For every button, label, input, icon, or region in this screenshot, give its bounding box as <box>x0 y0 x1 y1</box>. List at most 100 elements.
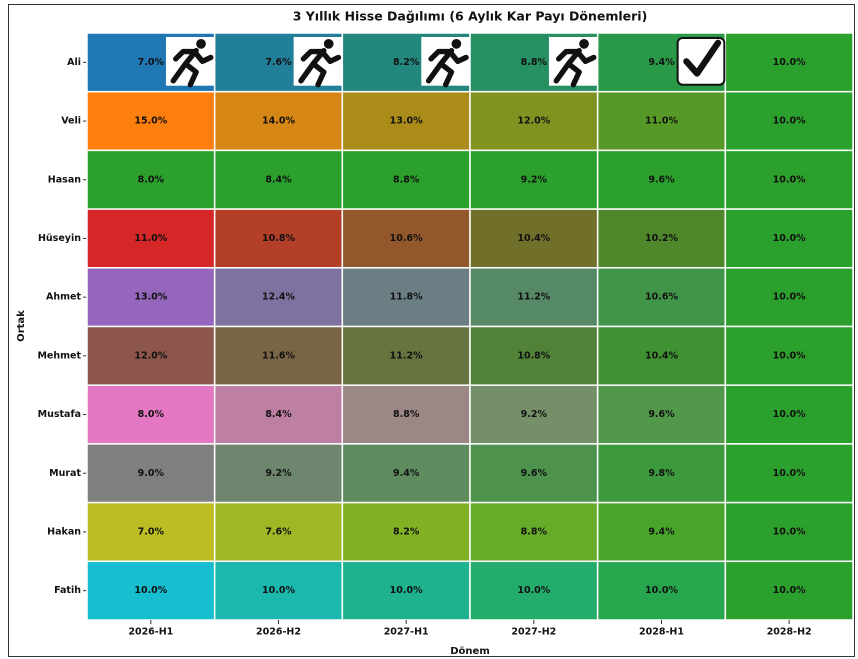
cell-label: 7.0% <box>138 526 165 537</box>
cell-label: 10.0% <box>645 585 678 596</box>
heatmap-cell <box>86 149 216 210</box>
icon-head <box>451 38 462 49</box>
x-tick-label: 2028-H1 <box>639 627 684 638</box>
heatmap-cell <box>596 149 727 210</box>
cell-label: 11.2% <box>517 292 550 303</box>
heatmap-cell <box>341 560 471 621</box>
icon-body <box>425 47 469 88</box>
runner-icon <box>421 37 470 88</box>
heatmap-cell <box>596 560 727 621</box>
heatmap-cell <box>469 149 599 210</box>
icon-head <box>196 38 206 49</box>
heatmap-cell <box>341 384 471 445</box>
heatmap-cell <box>596 443 727 504</box>
heatmap-cell <box>469 560 599 621</box>
cell-label: 12.4% <box>262 292 295 303</box>
heatmap-cell <box>86 267 216 328</box>
cell-label: 9.2% <box>521 174 548 185</box>
heatmap-cell <box>469 384 599 445</box>
cell-label: 7.6% <box>265 57 292 68</box>
cell-label: 9.6% <box>521 468 548 479</box>
cell-label: 12.0% <box>517 116 550 127</box>
cell-label: 12.0% <box>134 350 167 361</box>
heatmap-cell <box>86 501 216 563</box>
cell-label: 10.0% <box>773 585 806 596</box>
cell-label: 10.0% <box>773 468 806 479</box>
runner-icon <box>548 37 598 88</box>
heatmap-cell <box>341 90 471 152</box>
x-axis-label: Dönem <box>450 646 490 657</box>
cell-label: 13.0% <box>390 116 423 127</box>
cell-label: 10.0% <box>773 57 806 68</box>
cell-label: 9.4% <box>648 526 675 537</box>
cell-label: 9.2% <box>265 468 292 479</box>
runner-icon <box>165 37 215 88</box>
y-tick-label: Hasan <box>48 174 81 185</box>
y-tick-label: Murat <box>49 468 81 479</box>
cell-label: 10.8% <box>262 233 295 244</box>
x-tick-label: 2027-H2 <box>511 627 556 638</box>
heatmap-cell <box>469 443 599 504</box>
cell-label: 8.8% <box>393 409 420 420</box>
cell-label: 13.0% <box>134 292 167 303</box>
cell-label: 10.0% <box>134 585 167 596</box>
cell-label: 9.4% <box>393 468 420 479</box>
frame <box>8 4 855 657</box>
cell-label: 8.0% <box>138 174 165 185</box>
cell-label: 8.0% <box>138 409 165 420</box>
y-tick-label: Ahmet <box>46 292 81 303</box>
cell-label: 10.0% <box>773 292 806 303</box>
heatmap-cell <box>724 560 854 621</box>
y-tick-label: Hüseyin <box>38 233 81 244</box>
heatmap-cell <box>724 149 854 210</box>
heatmap-cell <box>724 90 854 152</box>
cell-label: 8.8% <box>521 526 548 537</box>
icon-head <box>323 38 334 49</box>
cell-label: 10.4% <box>517 233 550 244</box>
cell-label: 7.6% <box>265 526 292 537</box>
y-axis-label: Ortak <box>16 310 27 342</box>
cell-label: 10.6% <box>390 233 423 244</box>
cell-label: 10.0% <box>773 233 806 244</box>
cell-label: 9.8% <box>648 468 675 479</box>
cell-label: 10.0% <box>773 174 806 185</box>
x-tick-label: 2026-H1 <box>128 627 173 638</box>
cell-label: 8.8% <box>393 174 420 185</box>
cell-label: 9.6% <box>648 174 675 185</box>
cell-label: 7.0% <box>138 57 165 68</box>
cell-label: 10.0% <box>390 585 423 596</box>
cell-label: 8.8% <box>521 57 548 68</box>
cell-label: 11.0% <box>645 116 678 127</box>
cell-label: 9.0% <box>138 468 165 479</box>
heatmap-cell <box>724 32 854 93</box>
cell-label: 10.0% <box>517 585 550 596</box>
heatmap-cell <box>724 443 854 504</box>
cell-label: 10.2% <box>645 233 678 244</box>
x-tick-label: 2028-H2 <box>767 627 812 638</box>
heatmap-cell <box>213 267 344 328</box>
heatmap-cell <box>724 501 854 563</box>
heatmap-cell <box>341 149 471 210</box>
heatmap-cell <box>596 90 727 152</box>
cell-label: 15.0% <box>134 116 167 127</box>
cell-label: 10.0% <box>773 350 806 361</box>
cell-label: 10.8% <box>517 350 550 361</box>
heatmap-cell <box>469 325 599 386</box>
heatmap-cell <box>596 267 727 328</box>
cell-label: 11.8% <box>390 292 423 303</box>
cell-label: 9.4% <box>648 57 675 68</box>
cell-label: 8.2% <box>393 57 420 68</box>
cell-label: 10.0% <box>262 585 295 596</box>
y-tick-label: Fatih <box>54 585 81 596</box>
y-tick-label: Mehmet <box>37 350 81 361</box>
cell-label: 10.0% <box>773 116 806 127</box>
y-tick-label: Mustafa <box>38 409 81 420</box>
cell-label: 10.6% <box>645 292 678 303</box>
runner-icon <box>293 37 343 88</box>
chart-title: 3 Yıllık Hisse Dağılımı (6 Aylık Kar Pay… <box>293 9 648 24</box>
heatmap-cell <box>469 501 599 563</box>
icon-body <box>553 47 597 88</box>
icon-check <box>683 39 722 77</box>
heatmap-cell <box>341 501 471 563</box>
